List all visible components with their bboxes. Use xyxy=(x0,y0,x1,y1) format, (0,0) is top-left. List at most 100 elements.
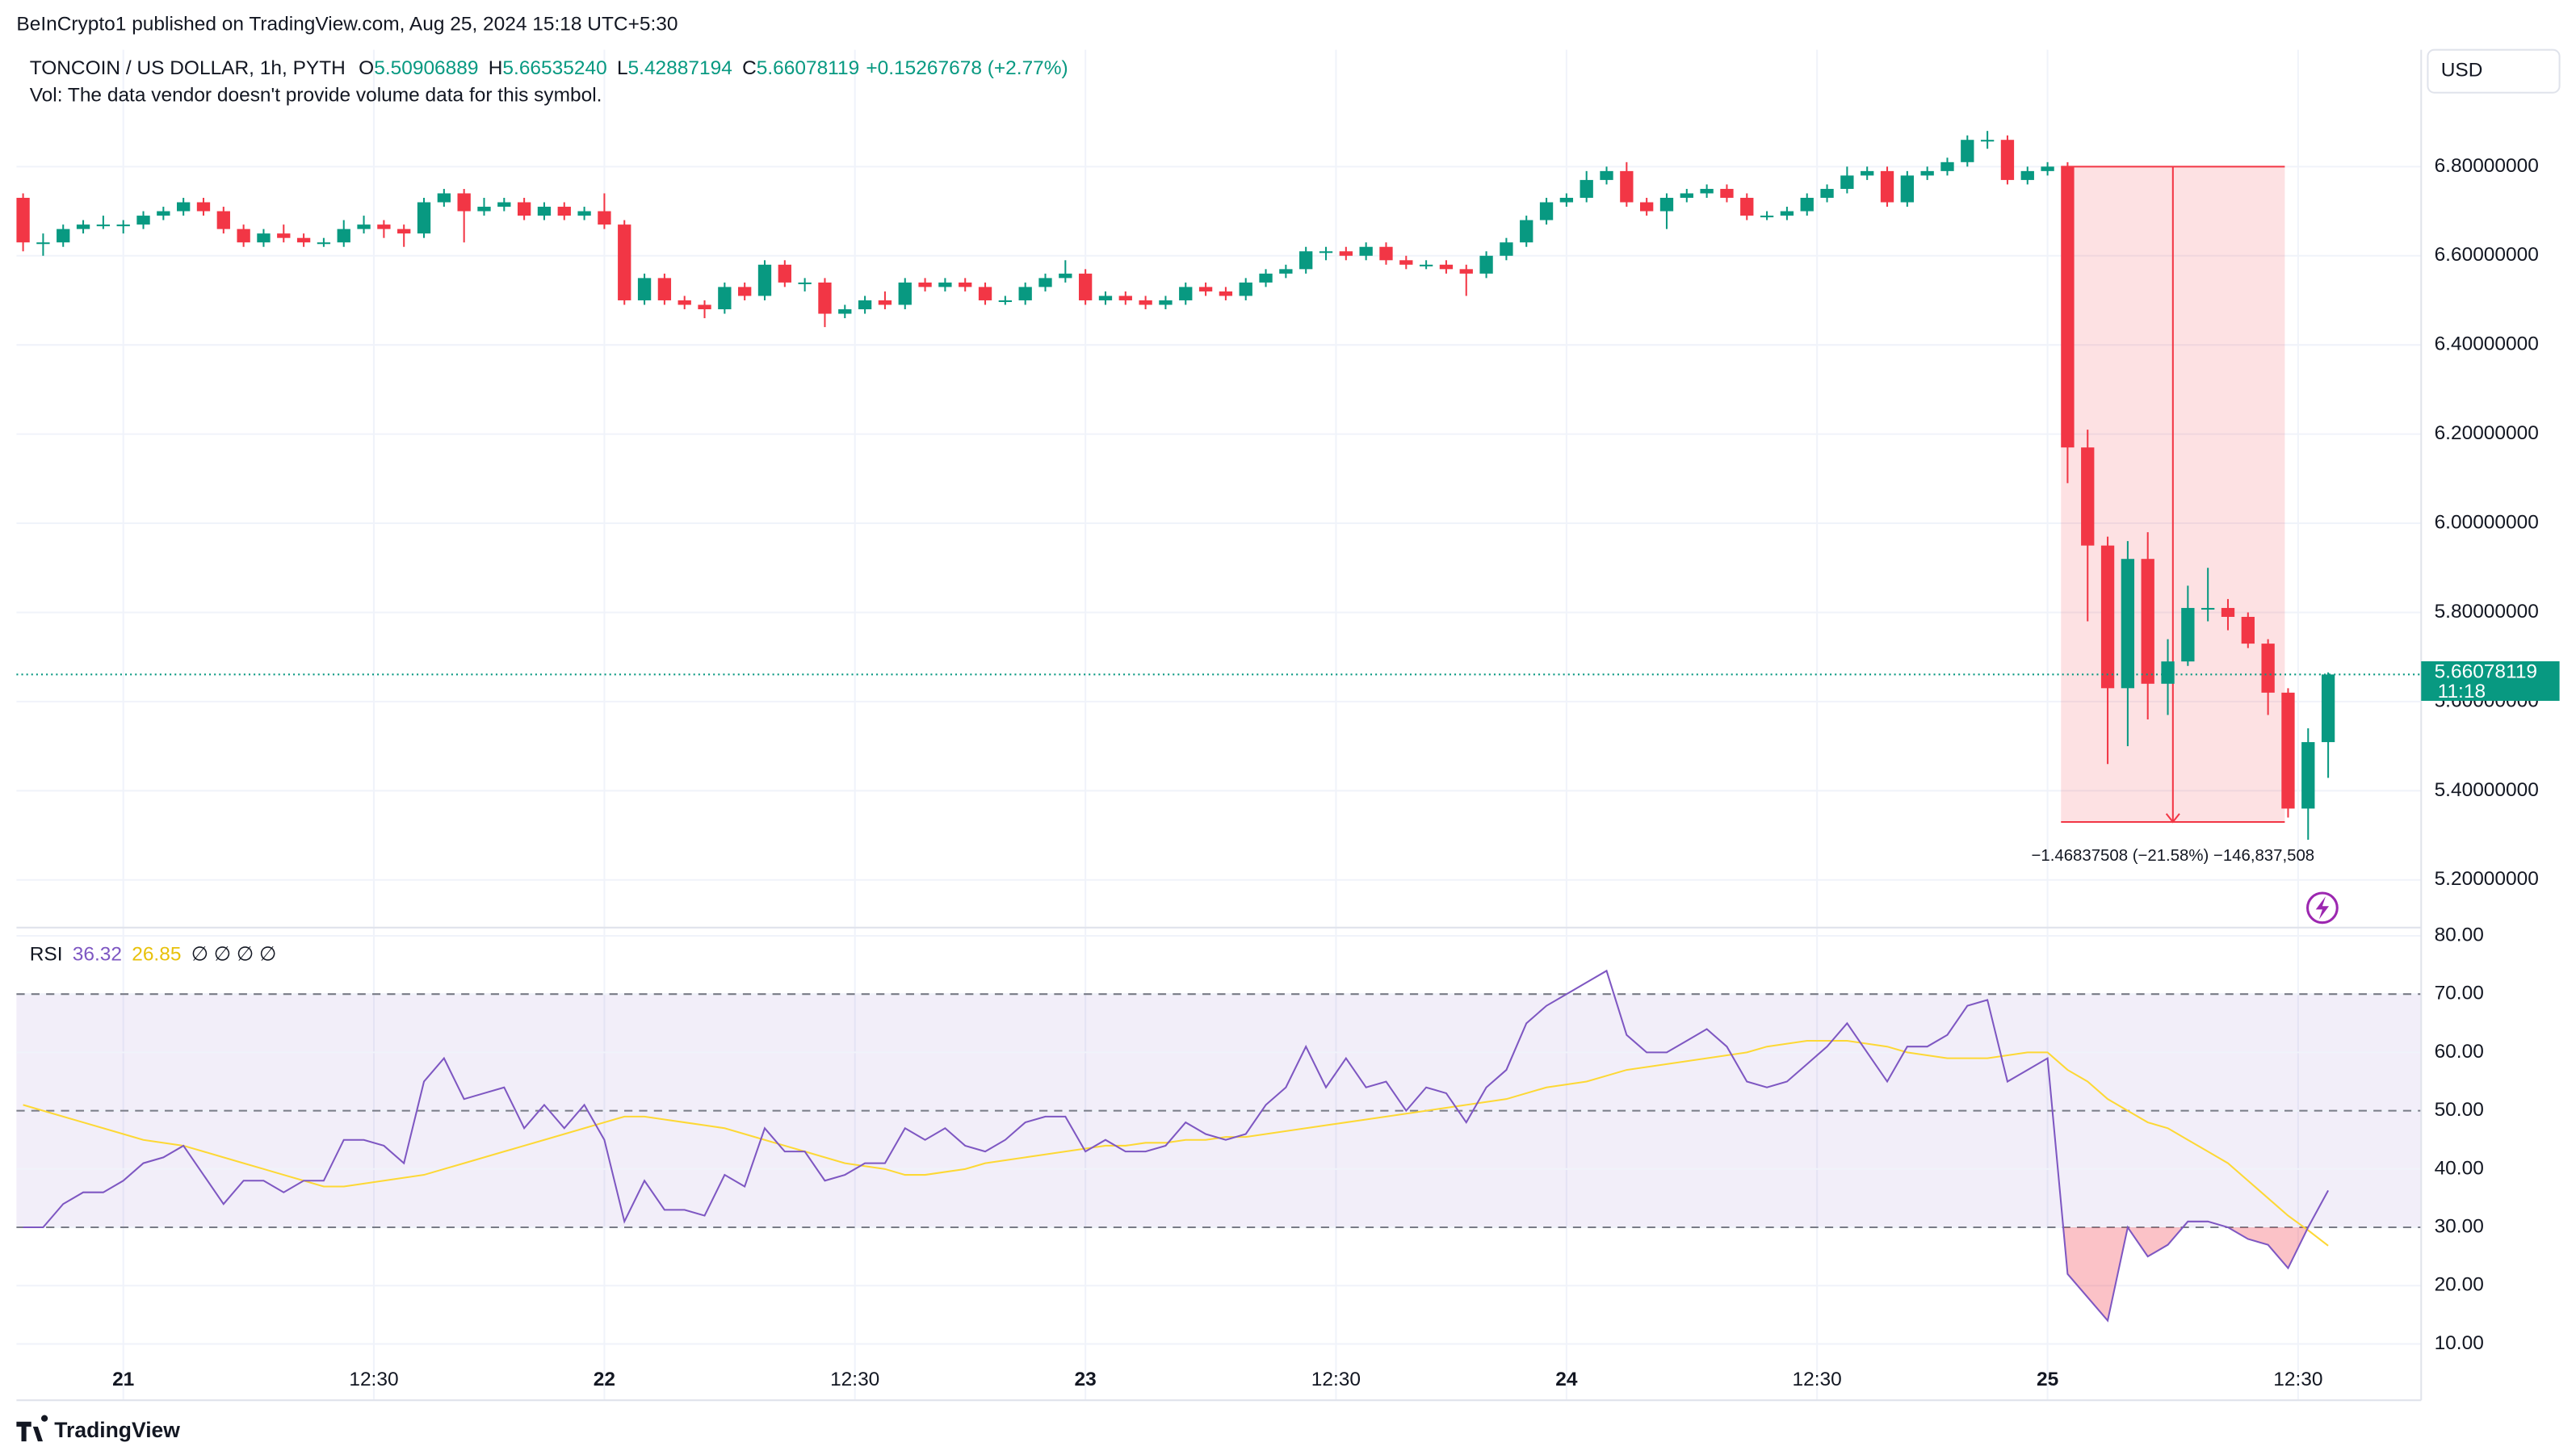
candle-body xyxy=(1900,175,1914,203)
legend-value: 5.66535240 xyxy=(502,58,606,80)
lightning-bolt[interactable] xyxy=(2315,896,2330,920)
candle-body xyxy=(1559,197,1574,203)
candle-body xyxy=(1659,197,1674,212)
candle-body xyxy=(1580,179,1593,198)
candle-body xyxy=(978,287,992,300)
candle-body xyxy=(1861,170,1874,176)
y-tick-label: 6.40000000 xyxy=(2435,333,2539,355)
candle-body xyxy=(1359,246,1373,256)
candle-body xyxy=(1399,260,1413,265)
candle-body xyxy=(96,224,111,227)
candle-body xyxy=(637,278,652,300)
candle-body xyxy=(277,233,291,238)
candle-body xyxy=(1920,170,1934,176)
candle-body xyxy=(757,264,772,296)
x-tick-label: 12:30 xyxy=(830,1369,879,1390)
candle-body xyxy=(938,282,952,287)
candle-body xyxy=(598,211,611,225)
y-tick-label: 6.60000000 xyxy=(2435,244,2539,266)
candle-body xyxy=(1880,170,1894,203)
legend-key: L xyxy=(617,58,628,80)
rsi-extra: ∅ ∅ ∅ ∅ xyxy=(191,944,277,966)
legend-change: +0.15267678 (+2.77%) xyxy=(866,58,1068,80)
candle-body xyxy=(1980,140,1995,142)
published-note: BeInCrypto1 published on TradingView.com… xyxy=(16,14,678,36)
candle-body xyxy=(1800,197,1814,212)
candle-body xyxy=(57,229,70,243)
candle-body xyxy=(698,304,711,310)
candle-body xyxy=(1239,282,1252,296)
candle-body xyxy=(577,211,591,216)
x-tick-label: 12:30 xyxy=(1311,1369,1361,1390)
candle-body xyxy=(157,211,170,216)
candle-body xyxy=(898,282,912,305)
candle-body xyxy=(878,300,892,305)
legend-key: C xyxy=(742,58,757,80)
candle-body xyxy=(1479,255,1493,274)
candle-body xyxy=(1439,264,1454,270)
y-tick-label: 5.80000000 xyxy=(2435,601,2539,623)
measure-label: −1.46837508 (−21.58%) −146,837,508 xyxy=(2031,847,2314,865)
candle-body xyxy=(818,282,832,314)
rsi-value: 36.32 xyxy=(73,944,122,966)
rsi-tick-label: 80.00 xyxy=(2435,924,2484,946)
candle-body xyxy=(959,282,972,287)
legend-key: H xyxy=(489,58,503,80)
candle-body xyxy=(177,202,191,212)
candle-body xyxy=(417,202,431,234)
measure-arrowhead xyxy=(2165,813,2180,824)
rsi-title: RSI xyxy=(30,944,63,966)
candle-body xyxy=(1179,287,1193,300)
rsi-oversold-fill xyxy=(23,1227,2329,1321)
candle-body xyxy=(1740,197,1754,216)
currency[interactable]: USD xyxy=(2441,60,2483,82)
brand-name: TradingView xyxy=(54,1418,180,1442)
candle-body xyxy=(1279,269,1293,274)
candle-body xyxy=(2281,692,2295,809)
candle-body xyxy=(1379,246,1393,261)
legend-value: 5.66078119 xyxy=(757,58,859,80)
candle-body xyxy=(76,224,90,229)
candle-body xyxy=(778,264,791,283)
candle-body xyxy=(1600,170,1613,180)
lightning-icon[interactable] xyxy=(2306,891,2339,925)
candle-body xyxy=(1961,140,1974,162)
lightning-ring[interactable] xyxy=(2306,891,2339,925)
candle-body xyxy=(2020,170,2034,180)
legend-key: O xyxy=(359,58,374,80)
candle-body xyxy=(1219,291,1233,296)
rsi-line xyxy=(23,969,2329,1323)
candle-body xyxy=(738,287,752,296)
candle-body xyxy=(1620,170,1634,203)
candle-body xyxy=(918,282,932,287)
brand-icon xyxy=(16,1415,48,1442)
candle-body xyxy=(1680,193,1693,198)
candle-body xyxy=(1339,251,1353,256)
currency-box[interactable] xyxy=(2427,48,2561,94)
candle-body xyxy=(858,300,872,310)
candle-body xyxy=(116,224,130,227)
candle-body xyxy=(838,309,852,314)
candle-body xyxy=(257,233,271,243)
candle-body xyxy=(1500,242,1513,256)
candle-body xyxy=(2041,166,2054,171)
candle-body xyxy=(1820,188,1834,198)
candle-body xyxy=(1520,220,1533,243)
y-tick-label: 5.20000000 xyxy=(2435,868,2539,890)
candle-body xyxy=(2181,607,2195,662)
candle-body xyxy=(1159,300,1173,305)
x-tick-label: 23 xyxy=(1075,1369,1097,1390)
candle-body xyxy=(2081,447,2095,546)
rsi-tick-label: 40.00 xyxy=(2435,1157,2484,1179)
candle-body xyxy=(1419,264,1433,266)
candle-body xyxy=(557,207,571,216)
candle-body xyxy=(216,211,230,229)
candle-body xyxy=(337,229,350,243)
y-tick-label: 5.40000000 xyxy=(2435,779,2539,801)
candle-body xyxy=(1539,202,1554,220)
candle-body xyxy=(377,224,391,229)
rsi-tick-label: 60.00 xyxy=(2435,1041,2484,1063)
candle-body xyxy=(798,282,812,284)
legend-value: 5.42887194 xyxy=(628,58,732,80)
candle-body xyxy=(2321,674,2335,743)
